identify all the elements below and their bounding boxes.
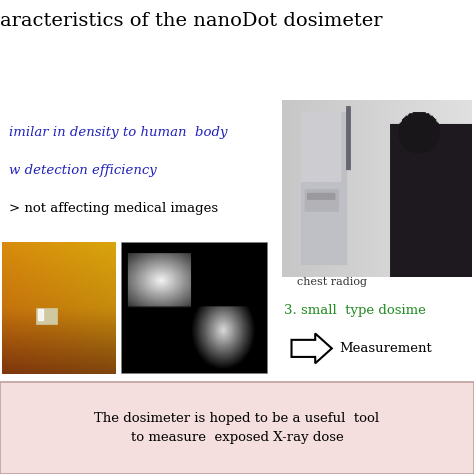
Bar (37, 309, 43, 320)
Text: Measurement: Measurement (339, 342, 432, 355)
Text: aracteristics of the nanoDot dosimeter: aracteristics of the nanoDot dosimeter (0, 12, 383, 30)
Text: The dosimeter is hoped to be a useful  tool
to measure  exposed X-ray dose: The dosimeter is hoped to be a useful to… (94, 412, 380, 444)
Text: w detection efficiency: w detection efficiency (9, 164, 157, 177)
FancyBboxPatch shape (0, 382, 474, 474)
Text: > not affecting medical images: > not affecting medical images (9, 202, 219, 215)
Text: imilar in density to human  body: imilar in density to human body (9, 126, 228, 139)
Polygon shape (292, 334, 332, 363)
Bar (121, 242, 268, 374)
Bar (36, 308, 57, 324)
Text: 3. small  type dosime: 3. small type dosime (284, 304, 426, 317)
Text: chest radiog: chest radiog (297, 277, 367, 287)
